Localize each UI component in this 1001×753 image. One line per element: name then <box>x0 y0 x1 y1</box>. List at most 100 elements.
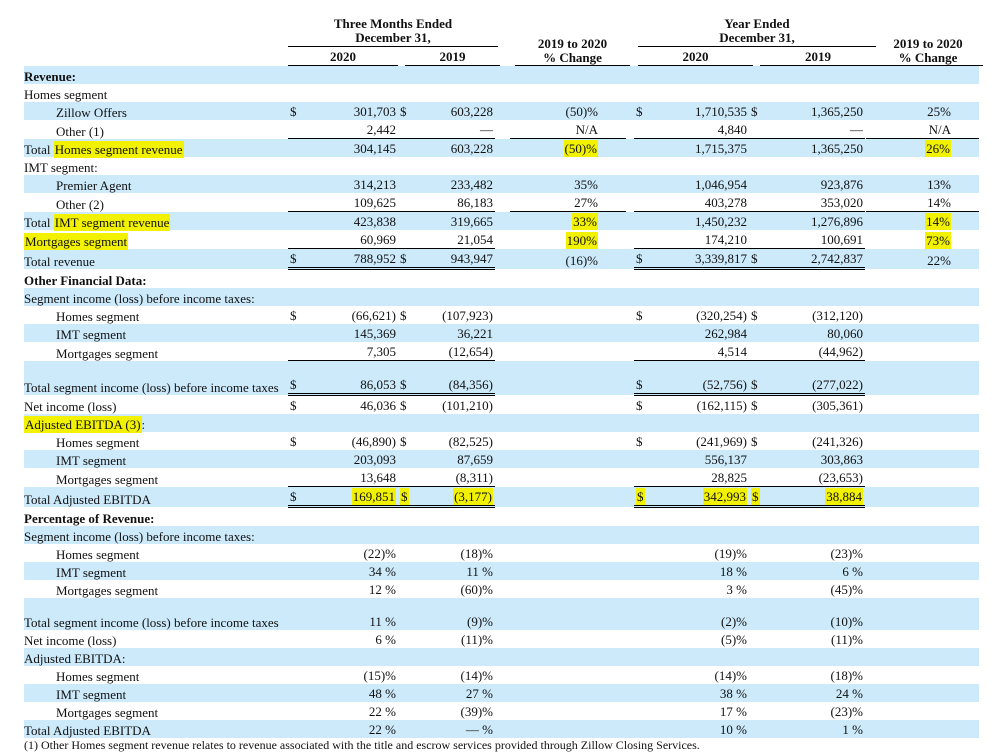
cell-y2020: 342,993 <box>648 486 749 507</box>
cell-y-change <box>866 468 979 487</box>
spacer <box>495 450 510 468</box>
cell-y2019: (23)% <box>763 544 865 562</box>
spacer <box>865 720 866 738</box>
spacer <box>495 598 510 630</box>
dollar-sign-text: $ <box>751 308 758 323</box>
dollar-sign <box>749 66 763 84</box>
dollar-sign <box>634 544 648 562</box>
cell-y2019: (11)% <box>763 630 865 648</box>
cell-y-change <box>866 360 979 395</box>
cell-y2019: 1,365,250 <box>763 138 865 157</box>
cell-value: 100,691 <box>820 232 863 247</box>
cell-value: N/A <box>928 122 951 137</box>
cell-q2020 <box>302 66 398 84</box>
cell-value: 11 % <box>466 564 493 579</box>
dollar-sign <box>398 666 412 684</box>
row-label-text: Total segment income (loss) before incom… <box>24 379 279 395</box>
dollar-sign <box>634 414 648 432</box>
cell-value: 80,060 <box>827 326 863 341</box>
cell-q2019: (8,311) <box>412 468 495 487</box>
cell-value: 319,665 <box>450 214 493 229</box>
dollar-sign <box>749 526 763 544</box>
cell-value: (9)% <box>467 614 493 629</box>
table-row: Premier Agent 314,213 233,482 35% 1,046,954 9… <box>24 175 979 193</box>
cell-value: 342,993 <box>702 488 747 505</box>
cell-q2019: (11)% <box>412 630 495 648</box>
table-row: IMT segment 34 % 11 % 18 % 6 % <box>24 562 979 580</box>
cell-q2020: 11 % <box>302 598 398 630</box>
row-label-text: IMT segment: <box>24 160 98 175</box>
header-q-change: 2019 to 2020 % Change <box>515 37 630 65</box>
spacer <box>626 193 634 212</box>
cell-y-change: 14% <box>866 193 979 212</box>
cell-value: 303,863 <box>820 452 863 467</box>
cell-value: 18 % <box>719 564 747 579</box>
dollar-sign <box>398 66 412 84</box>
table-row: Homes segment (22)% (18)% (19)% (23)% <box>24 544 979 562</box>
dollar-sign <box>398 505 412 526</box>
spacer <box>495 526 510 544</box>
spacer <box>626 211 634 230</box>
cell-value: 1,276,896 <box>811 214 863 229</box>
cell-y-change <box>866 414 979 432</box>
row-label-text: Mortgages segment <box>56 471 159 487</box>
spacer <box>495 648 510 666</box>
dollar-sign <box>398 288 412 306</box>
cell-q2020 <box>302 414 398 432</box>
row-label-text: Mortgages segment <box>56 345 159 361</box>
cell-q2020 <box>302 505 398 526</box>
cell-value: (8,311) <box>455 470 493 485</box>
cell-q2019: 36,221 <box>412 324 495 342</box>
dollar-sign-text: $ <box>636 434 643 449</box>
dollar-sign <box>288 342 302 361</box>
row-label-text: Other Financial Data: <box>24 273 147 288</box>
row-label: Mortgages segment <box>24 342 288 361</box>
spacer <box>495 248 510 269</box>
cell-q2020: 301,703 <box>302 102 398 120</box>
cell-q-change <box>510 342 626 361</box>
cell-value: (60)% <box>460 582 494 597</box>
table-row: IMT segment 145,369 36,221 262,984 80,060 <box>24 324 979 342</box>
cell-value: 314,213 <box>353 177 396 192</box>
cell-q2020: 314,213 <box>302 175 398 193</box>
cell-q2019: 27 % <box>412 684 495 702</box>
cell-value: 73% <box>925 231 951 249</box>
cell-q-change <box>510 288 626 306</box>
dollar-sign-text: $ <box>751 398 758 413</box>
spacer <box>495 175 510 193</box>
row-label-text: Total Adjusted EBITDA <box>24 491 151 507</box>
cell-q2019: (82,525) <box>412 432 495 450</box>
divider <box>515 65 630 66</box>
cell-value: 86,053 <box>360 377 396 392</box>
dollar-sign <box>288 468 302 487</box>
spacer <box>626 432 634 450</box>
cell-q2019: 86,183 <box>412 193 495 212</box>
cell-y2020: 1,450,232 <box>648 211 749 230</box>
dollar-sign <box>634 505 648 526</box>
spacer <box>626 175 634 193</box>
dollar-sign <box>749 598 763 630</box>
spacer <box>495 211 510 230</box>
divider <box>638 46 876 47</box>
cell-y2019 <box>763 505 865 526</box>
cell-value: 13% <box>927 177 951 192</box>
cell-y2020 <box>648 414 749 432</box>
cell-q2020 <box>302 267 398 288</box>
cell-q2019 <box>412 288 495 306</box>
cell-value: 7,305 <box>366 344 396 359</box>
row-label: Homes segment <box>24 544 288 562</box>
cell-q2020: 2,442 <box>302 120 398 139</box>
dollar-sign <box>288 157 302 175</box>
cell-q-change <box>510 486 626 507</box>
dollar-sign <box>398 230 412 249</box>
cell-y2020: 4,514 <box>648 342 749 361</box>
spacer <box>865 360 866 395</box>
cell-value: 25% <box>927 104 951 119</box>
cell-q2019: 21,054 <box>412 230 495 249</box>
dollar-sign <box>634 288 648 306</box>
spacer <box>495 138 510 157</box>
dollar-sign <box>288 324 302 342</box>
row-label: Homes segment <box>24 432 288 450</box>
cell-y-change <box>866 562 979 580</box>
spacer <box>495 230 510 249</box>
